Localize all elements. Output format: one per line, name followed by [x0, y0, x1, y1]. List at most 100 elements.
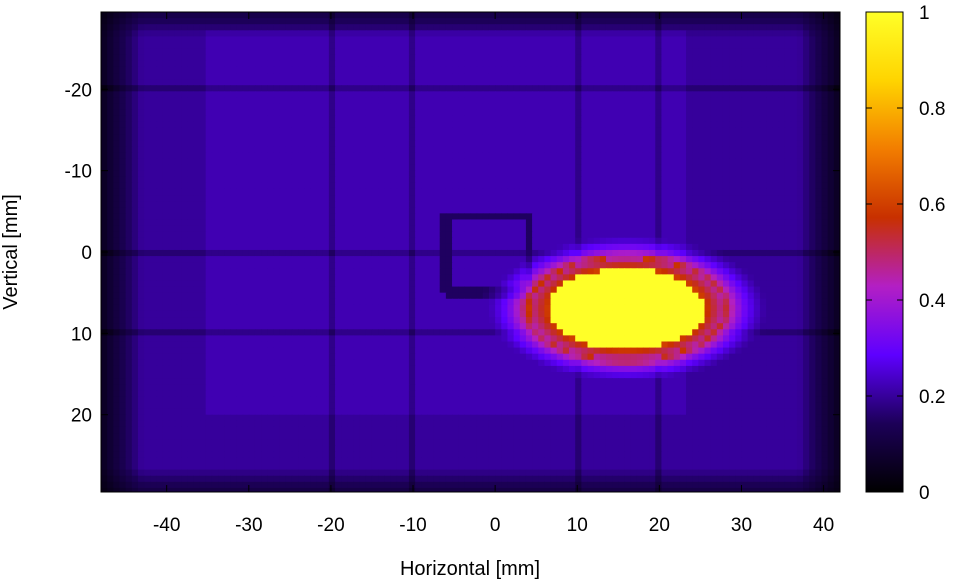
- heatmap-cell: [415, 243, 422, 251]
- heatmap-cell: [741, 12, 749, 19]
- heatmap-cell: [753, 79, 761, 86]
- heatmap-cell: [433, 115, 441, 123]
- heatmap-cell: [692, 188, 699, 196]
- heatmap-cell: [119, 30, 127, 38]
- heatmap-cell: [784, 152, 792, 160]
- heatmap-cell: [242, 24, 250, 31]
- heatmap-cell: [569, 121, 576, 129]
- heatmap-cell: [341, 195, 348, 202]
- heatmap-cell: [778, 158, 786, 166]
- heatmap-cell: [679, 195, 687, 202]
- heatmap-cell: [784, 182, 792, 190]
- heatmap-cell: [605, 60, 613, 68]
- heatmap-cell: [371, 140, 379, 147]
- heatmap-cell: [605, 48, 613, 56]
- heatmap-cell: [371, 134, 379, 141]
- heatmap-cell: [636, 18, 644, 25]
- heatmap-cell: [162, 201, 170, 208]
- heatmap-cell: [279, 237, 287, 245]
- heatmap-cell: [772, 170, 780, 178]
- heatmap-cell: [359, 54, 367, 62]
- heatmap-cell: [242, 109, 250, 117]
- heatmap-cell: [144, 201, 151, 208]
- heatmap-cell: [476, 18, 484, 25]
- heatmap-cell: [101, 262, 108, 269]
- heatmap-cell: [488, 48, 496, 56]
- heatmap-cell: [218, 121, 225, 129]
- heatmap-cell: [544, 109, 552, 117]
- heatmap-cell: [827, 219, 835, 227]
- heatmap-cell: [384, 182, 392, 190]
- heatmap-cell: [365, 115, 373, 123]
- heatmap-cell: [168, 158, 176, 166]
- heatmap-cell: [322, 134, 330, 141]
- heatmap-cell: [433, 30, 441, 38]
- heatmap-cell: [692, 182, 699, 190]
- heatmap-cell: [704, 48, 712, 56]
- heatmap-cell: [698, 54, 706, 62]
- heatmap-cell: [599, 164, 607, 172]
- heatmap-cell: [741, 24, 749, 31]
- heatmap-cell: [181, 170, 188, 178]
- heatmap-cell: [101, 24, 108, 31]
- heatmap-cell: [396, 249, 404, 257]
- heatmap-cell: [322, 79, 330, 86]
- heatmap-cell: [205, 85, 213, 92]
- heatmap-cell: [593, 97, 601, 105]
- heatmap-cell: [279, 176, 287, 184]
- heatmap-cell: [415, 121, 422, 129]
- heatmap-cell: [624, 109, 632, 117]
- heatmap-cell: [415, 219, 422, 227]
- heatmap-cell: [716, 146, 724, 153]
- heatmap-cell: [833, 237, 840, 245]
- heatmap-cell: [371, 54, 379, 62]
- heatmap-cell: [482, 109, 490, 117]
- heatmap-cell: [439, 152, 447, 160]
- heatmap-cell: [205, 140, 213, 147]
- heatmap-cell: [513, 231, 521, 239]
- heatmap-cell: [766, 176, 773, 184]
- heatmap-cell: [636, 195, 644, 202]
- heatmap-cell: [593, 54, 601, 62]
- heatmap-cell: [390, 182, 398, 190]
- heatmap-cell: [569, 237, 576, 245]
- heatmap-cell: [144, 207, 151, 214]
- heatmap-cell: [359, 109, 367, 117]
- heatmap-cell: [390, 121, 398, 129]
- heatmap-cell: [328, 176, 336, 184]
- heatmap-cell: [575, 48, 582, 56]
- heatmap-cell: [402, 170, 410, 178]
- heatmap-cell: [415, 256, 422, 263]
- heatmap-cell: [569, 225, 576, 233]
- heatmap-cell: [144, 262, 151, 269]
- heatmap-cell: [630, 121, 638, 129]
- heatmap-cell: [181, 66, 188, 74]
- heatmap-cell: [722, 24, 730, 31]
- heatmap-cell: [538, 66, 545, 74]
- heatmap-cell: [581, 115, 589, 123]
- heatmap-cell: [605, 85, 613, 92]
- heatmap-cell: [415, 249, 422, 257]
- heatmap-cell: [735, 182, 743, 190]
- heatmap-cell: [365, 146, 373, 153]
- heatmap-cell: [371, 249, 379, 257]
- heatmap-cell: [630, 225, 638, 233]
- heatmap-cell: [735, 219, 743, 227]
- heatmap-cell: [316, 60, 324, 68]
- heatmap-cell: [396, 158, 404, 166]
- heatmap-cell: [181, 121, 188, 129]
- heatmap-cell: [150, 237, 158, 245]
- heatmap-cell: [261, 188, 268, 196]
- heatmap-cell: [322, 176, 330, 184]
- heatmap-cell: [784, 48, 792, 56]
- heatmap-cell: [156, 18, 164, 25]
- heatmap-cell: [101, 182, 108, 190]
- heatmap-cell: [248, 97, 256, 105]
- heatmap-cell: [384, 60, 392, 68]
- heatmap-cell: [525, 127, 533, 135]
- heatmap-cell: [279, 140, 287, 147]
- heatmap-cell: [341, 97, 348, 105]
- heatmap-cell: [710, 176, 718, 184]
- heatmap-cell: [673, 170, 681, 178]
- heatmap-cell: [753, 158, 761, 166]
